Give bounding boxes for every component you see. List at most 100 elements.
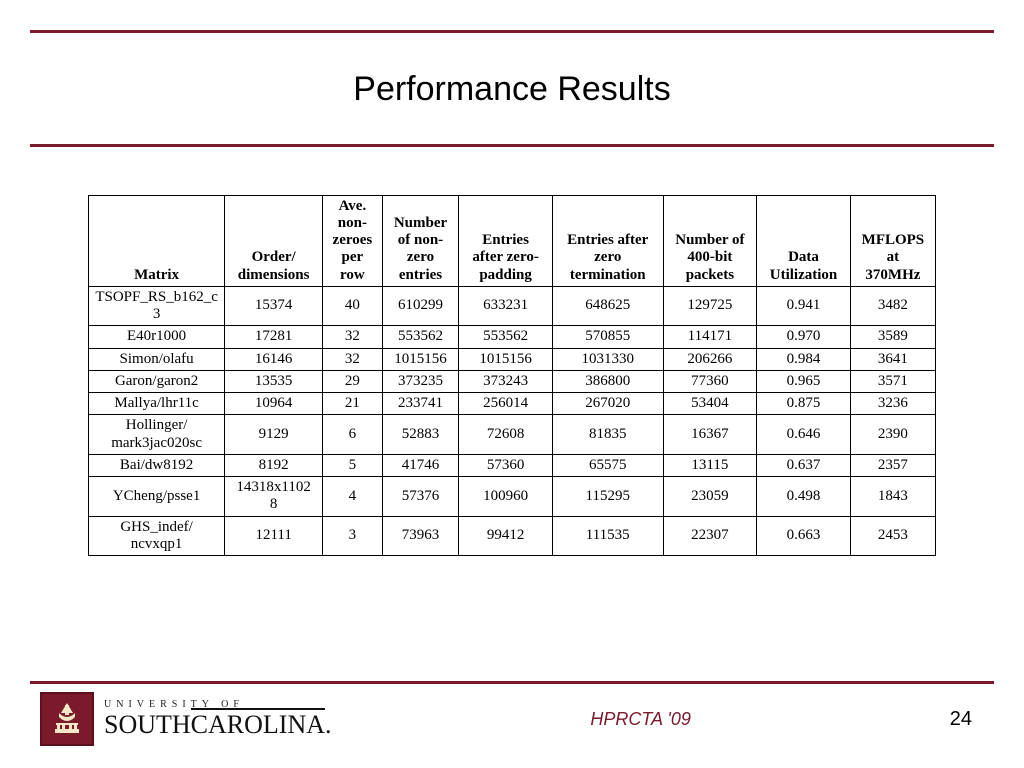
- cell-r4-c1: 10964: [225, 393, 323, 415]
- cell-r4-c8: 3236: [850, 393, 935, 415]
- cell-r0-c5: 648625: [552, 286, 663, 326]
- table-row: Mallya/lhr11c109642123374125601426702053…: [89, 393, 936, 415]
- table-row: Hollinger/mark3jac020sc91296528837260881…: [89, 415, 936, 455]
- cell-r2-c7: 0.984: [757, 348, 851, 370]
- cell-r1-c0: E40r1000: [89, 326, 225, 348]
- footer: UNIVERSITY OF SOUTHCAROLINA. HPRCTA '09 …: [30, 681, 994, 746]
- cell-r5-c1: 9129: [225, 415, 323, 455]
- cell-r1-c3: 553562: [382, 326, 459, 348]
- cell-r6-c2: 5: [323, 454, 383, 476]
- table-header-row: MatrixOrder/dimensionsAve.non-zeroesperr…: [89, 195, 936, 286]
- cell-r1-c5: 570855: [552, 326, 663, 348]
- cell-r3-c1: 13535: [225, 370, 323, 392]
- col-header-4: Entriesafter zero-padding: [459, 195, 553, 286]
- cell-r2-c1: 16146: [225, 348, 323, 370]
- table-row: Garon/garon21353529373235373243386800773…: [89, 370, 936, 392]
- col-header-8: MFLOPSat370MHz: [850, 195, 935, 286]
- slide: Performance Results MatrixOrder/dimensio…: [0, 0, 1024, 768]
- wordmark-carolina: CAROLINA: [191, 708, 325, 739]
- results-table: MatrixOrder/dimensionsAve.non-zeroesperr…: [88, 195, 936, 557]
- cell-r1-c4: 553562: [459, 326, 553, 348]
- slide-title: Performance Results: [30, 56, 994, 121]
- footer-rule: [30, 681, 994, 684]
- cell-r3-c4: 373243: [459, 370, 553, 392]
- cell-r2-c2: 32: [323, 348, 383, 370]
- top-rule-1: [30, 30, 994, 33]
- cell-r4-c4: 256014: [459, 393, 553, 415]
- cell-r7-c2: 4: [323, 477, 383, 517]
- table-row: Simon/olafu16146321015156101515610313302…: [89, 348, 936, 370]
- cell-r3-c0: Garon/garon2: [89, 370, 225, 392]
- table-row: Bai/dw819281925417465736065575131150.637…: [89, 454, 936, 476]
- cell-r3-c5: 386800: [552, 370, 663, 392]
- col-header-0: Matrix: [89, 195, 225, 286]
- cell-r4-c3: 233741: [382, 393, 459, 415]
- cell-r5-c0: Hollinger/mark3jac020sc: [89, 415, 225, 455]
- cell-r4-c5: 267020: [552, 393, 663, 415]
- cell-r4-c0: Mallya/lhr11c: [89, 393, 225, 415]
- cell-r0-c2: 40: [323, 286, 383, 326]
- col-header-3: Numberof non-zeroentries: [382, 195, 459, 286]
- cell-r0-c3: 610299: [382, 286, 459, 326]
- footer-row: UNIVERSITY OF SOUTHCAROLINA. HPRCTA '09 …: [30, 692, 994, 746]
- cell-r0-c0: TSOPF_RS_b162_c3: [89, 286, 225, 326]
- university-line2: SOUTHCAROLINA.: [104, 712, 332, 738]
- col-header-6: Number of400-bitpackets: [663, 195, 757, 286]
- top-rule-2: [30, 144, 994, 147]
- cell-r3-c7: 0.965: [757, 370, 851, 392]
- cell-r2-c0: Simon/olafu: [89, 348, 225, 370]
- cell-r8-c6: 22307: [663, 516, 757, 556]
- cell-r5-c5: 81835: [552, 415, 663, 455]
- col-header-7: DataUtilization: [757, 195, 851, 286]
- cell-r3-c8: 3571: [850, 370, 935, 392]
- table-row: GHS_indef/ncvxqp112111373963994121115352…: [89, 516, 936, 556]
- cell-r5-c3: 52883: [382, 415, 459, 455]
- cell-r6-c7: 0.637: [757, 454, 851, 476]
- cell-r1-c1: 17281: [225, 326, 323, 348]
- col-header-2: Ave.non-zeroesperrow: [323, 195, 383, 286]
- cell-r7-c1: 14318x11028: [225, 477, 323, 517]
- table-row: E40r100017281325535625535625708551141710…: [89, 326, 936, 348]
- cell-r1-c7: 0.970: [757, 326, 851, 348]
- cell-r5-c4: 72608: [459, 415, 553, 455]
- cell-r0-c8: 3482: [850, 286, 935, 326]
- conference-label: HPRCTA '09: [590, 709, 690, 730]
- cell-r8-c8: 2453: [850, 516, 935, 556]
- cell-r4-c2: 21: [323, 393, 383, 415]
- cell-r3-c2: 29: [323, 370, 383, 392]
- cell-r1-c8: 3589: [850, 326, 935, 348]
- page-number: 24: [950, 708, 984, 731]
- cell-r2-c4: 1015156: [459, 348, 553, 370]
- col-header-1: Order/dimensions: [225, 195, 323, 286]
- cell-r0-c7: 0.941: [757, 286, 851, 326]
- cell-r8-c2: 3: [323, 516, 383, 556]
- cell-r5-c6: 16367: [663, 415, 757, 455]
- cell-r8-c5: 111535: [552, 516, 663, 556]
- cell-r5-c7: 0.646: [757, 415, 851, 455]
- cell-r1-c6: 114171: [663, 326, 757, 348]
- table-head: MatrixOrder/dimensionsAve.non-zeroesperr…: [89, 195, 936, 286]
- wordmark-south: SOUTH: [104, 710, 191, 739]
- cell-r6-c0: Bai/dw8192: [89, 454, 225, 476]
- cell-r8-c4: 99412: [459, 516, 553, 556]
- cell-r5-c8: 2390: [850, 415, 935, 455]
- cell-r3-c6: 77360: [663, 370, 757, 392]
- cell-r8-c7: 0.663: [757, 516, 851, 556]
- seal-icon: [40, 692, 94, 746]
- cell-r8-c0: GHS_indef/ncvxqp1: [89, 516, 225, 556]
- university-wordmark: UNIVERSITY OF SOUTHCAROLINA.: [104, 700, 332, 738]
- cell-r6-c3: 41746: [382, 454, 459, 476]
- cell-r6-c6: 13115: [663, 454, 757, 476]
- cell-r6-c5: 65575: [552, 454, 663, 476]
- cell-r2-c5: 1031330: [552, 348, 663, 370]
- cell-r0-c4: 633231: [459, 286, 553, 326]
- cell-r7-c8: 1843: [850, 477, 935, 517]
- cell-r4-c6: 53404: [663, 393, 757, 415]
- cell-r7-c0: YCheng/psse1: [89, 477, 225, 517]
- cell-r0-c6: 129725: [663, 286, 757, 326]
- cell-r2-c3: 1015156: [382, 348, 459, 370]
- wordmark-period: .: [325, 710, 332, 739]
- table-row: TSOPF_RS_b162_c3153744061029963323164862…: [89, 286, 936, 326]
- cell-r4-c7: 0.875: [757, 393, 851, 415]
- table-body: TSOPF_RS_b162_c3153744061029963323164862…: [89, 286, 936, 555]
